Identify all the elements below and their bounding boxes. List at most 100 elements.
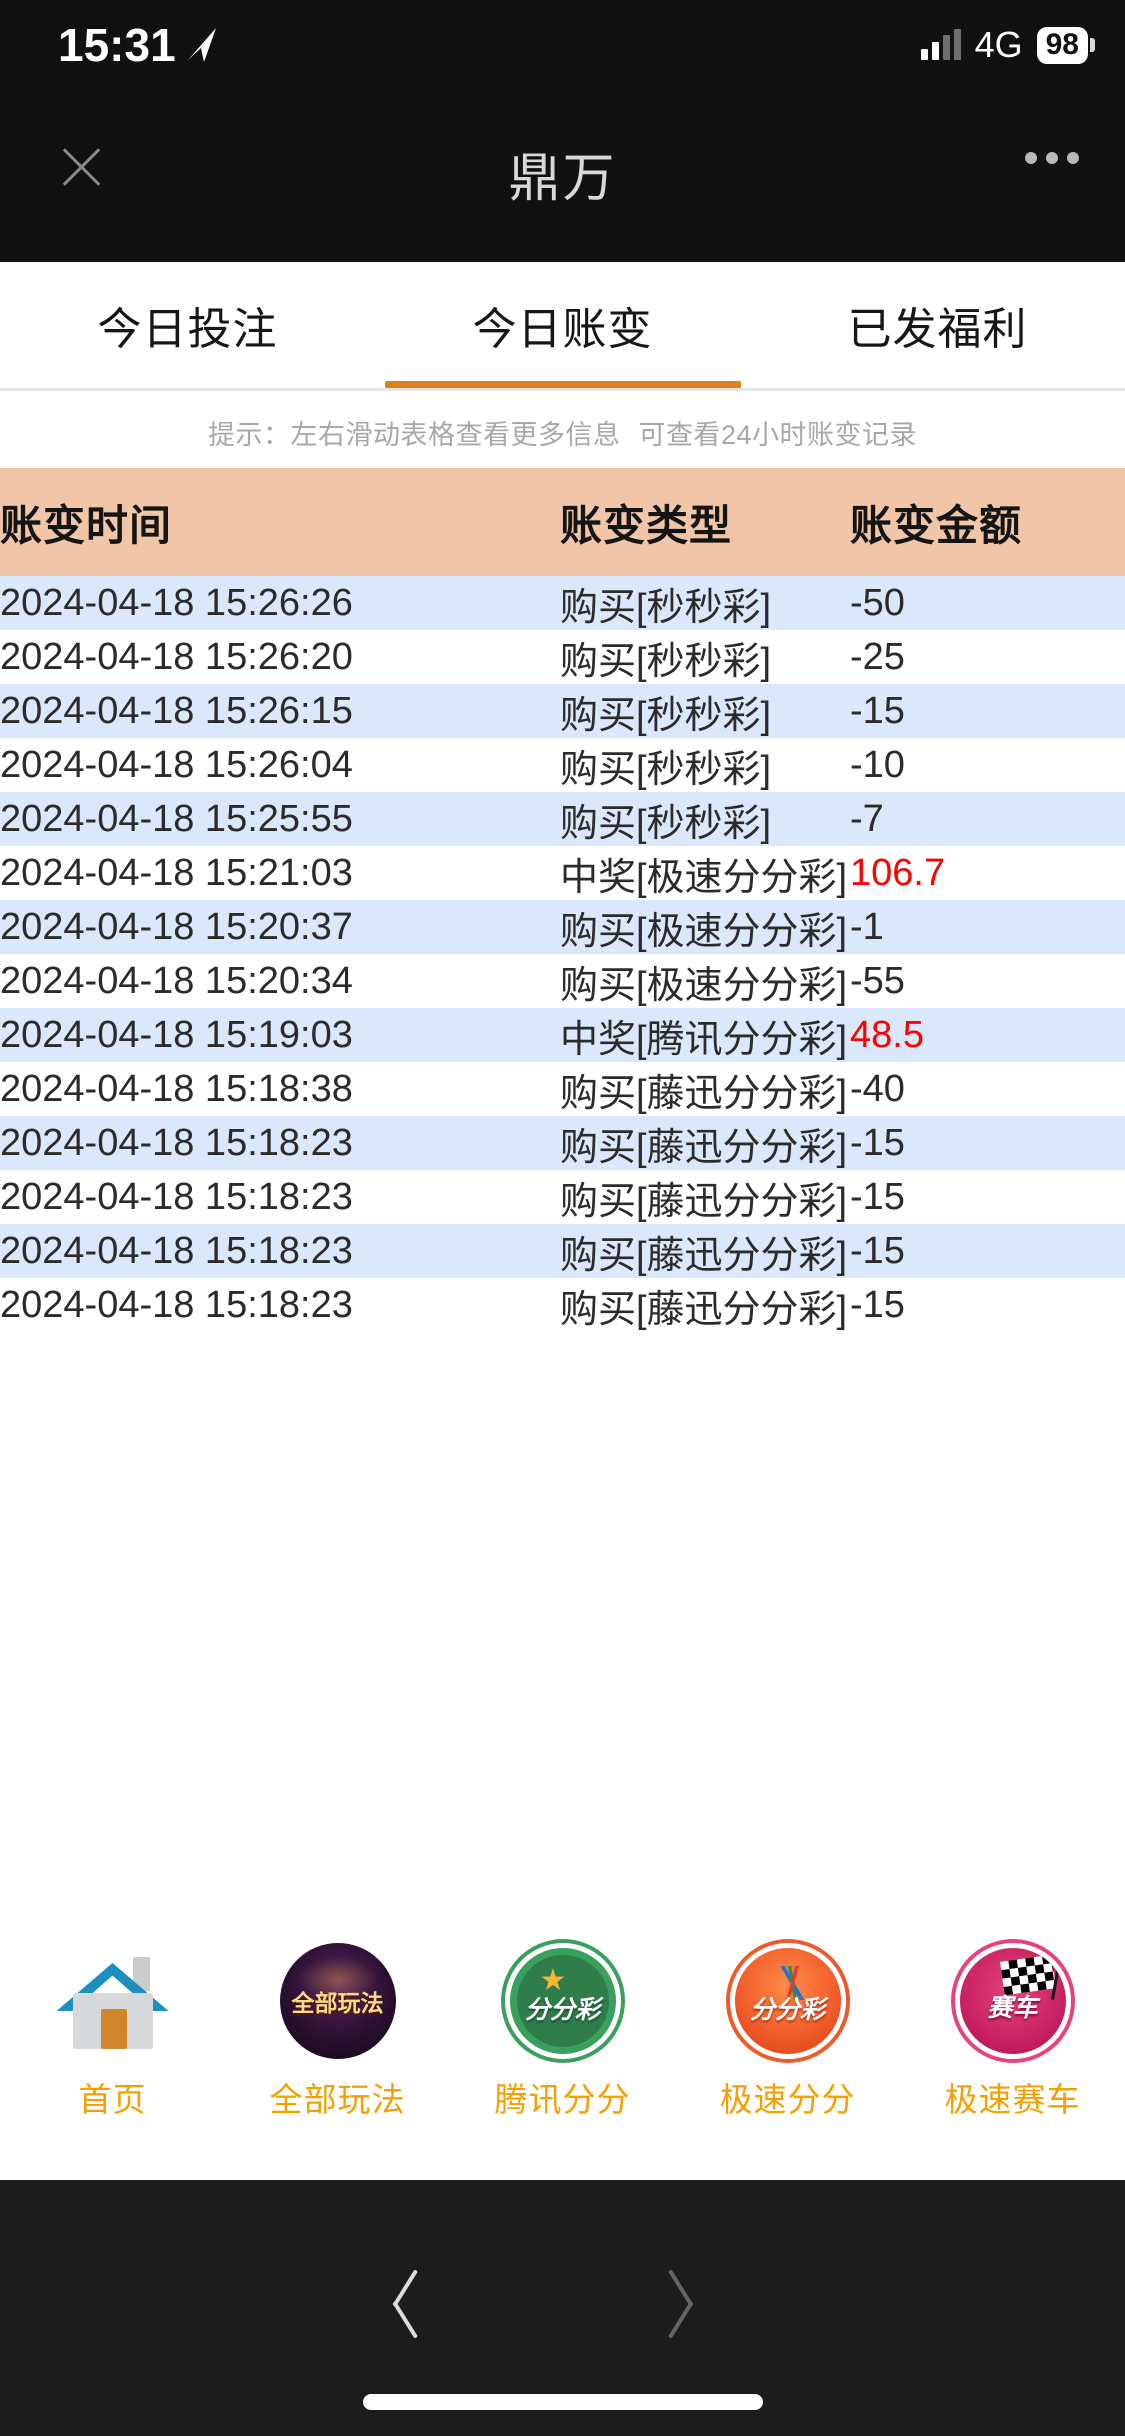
table-header-row: 账变时间 账变类型 账变金额 <box>0 468 1125 576</box>
cell-time: 2024-04-18 15:18:23 <box>0 1121 353 1164</box>
column-header-amount: 账变金额 <box>850 501 1023 549</box>
status-bar: 15:31 4G 98 <box>0 0 1125 90</box>
tab-label: 今日投注 <box>97 305 278 354</box>
table-body: 2024-04-18 15:26:26 购买[秒秒彩] -50 2024-04-18 … <box>0 576 1125 1332</box>
nav-item-home[interactable]: 首页 <box>10 1943 215 2121</box>
cell-type: 购买[极速分分彩] <box>560 910 848 953</box>
table-row[interactable]: 2024-04-18 15:21:03 中奖[极速分分彩] 106.7 <box>0 846 1125 900</box>
cell-time: 2024-04-18 15:26:04 <box>0 743 353 786</box>
battery-indicator: 98 <box>1036 26 1095 64</box>
badge-text: 分分彩 <box>749 1996 825 2024</box>
table-row[interactable]: 2024-04-18 15:26:20 购买[秒秒彩] -25 <box>0 630 1125 684</box>
page-title: 鼎万 <box>508 150 617 208</box>
cell-time: 2024-04-18 15:18:23 <box>0 1283 353 1326</box>
cell-type: 购买[藤迅分分彩] <box>560 1234 848 1277</box>
battery-tip <box>1090 38 1095 52</box>
tab-today-bets[interactable]: 今日投注 <box>0 262 375 388</box>
network-type-label: 4G <box>974 24 1023 65</box>
cell-time: 2024-04-18 15:21:03 <box>0 851 353 894</box>
cell-time: 2024-04-18 15:25:55 <box>0 797 353 840</box>
green-lottery-badge-icon: ★ 分分彩 <box>504 1943 621 2059</box>
status-right-cluster: 4G 98 <box>920 24 1095 66</box>
chevron-left-icon[interactable] <box>380 2266 424 2340</box>
cell-type: 购买[秒秒彩] <box>560 586 772 629</box>
cell-amount: -10 <box>850 743 905 786</box>
table-row[interactable]: 2024-04-18 15:18:23 购买[藤迅分分彩] -15 <box>0 1224 1125 1278</box>
all-games-badge-icon: 全部玩法 <box>279 1943 396 2059</box>
tab-bar: 今日投注 今日账变 已发福利 <box>0 262 1125 388</box>
badge-text: 全部玩法 <box>291 1990 384 2016</box>
cell-amount: -55 <box>850 959 905 1002</box>
cell-time: 2024-04-18 15:26:20 <box>0 635 353 678</box>
browser-toolbar <box>0 2180 1125 2436</box>
cell-amount: 48.5 <box>850 1013 924 1056</box>
cell-amount: -40 <box>850 1067 905 1110</box>
cell-amount: -50 <box>850 581 905 624</box>
tab-divider <box>0 388 1125 391</box>
tab-label: 今日账变 <box>472 305 653 354</box>
nav-item-speed-racing[interactable]: 赛车 极速赛车 <box>910 1943 1115 2121</box>
cell-amount: -15 <box>850 689 905 732</box>
transactions-table[interactable]: 账变时间 账变类型 账变金额 2024-04-18 15:26:26 购买[秒秒彩… <box>0 468 1125 1332</box>
badge-text: 赛车 <box>987 1994 1038 2022</box>
nav-label: 极速分分 <box>719 2081 856 2118</box>
cell-time: 2024-04-18 15:26:26 <box>0 581 353 624</box>
cell-type: 购买[藤迅分分彩] <box>560 1288 848 1331</box>
orange-lottery-badge-icon: 分分彩 <box>729 1943 846 2059</box>
signal-bars-icon <box>920 29 961 60</box>
cell-type: 购买[藤迅分分彩] <box>560 1126 848 1169</box>
hint-suffix: 可查看24小时账变记录 <box>638 419 918 450</box>
nav-label: 全部玩法 <box>269 2081 406 2118</box>
table-row[interactable]: 2024-04-18 15:18:23 购买[藤迅分分彩] -15 <box>0 1170 1125 1224</box>
cell-amount: 106.7 <box>850 851 946 894</box>
table-hint: 提示：左右滑动表格查看更多信息 可查看24小时账变记录 <box>0 402 1125 462</box>
table-row[interactable]: 2024-04-18 15:18:23 购买[藤迅分分彩] -15 <box>0 1278 1125 1332</box>
chevron-right-icon[interactable] <box>678 2266 722 2340</box>
cell-type: 购买[秒秒彩] <box>560 802 772 845</box>
cell-time: 2024-04-18 15:18:23 <box>0 1229 353 1272</box>
cell-type: 购买[秒秒彩] <box>560 640 772 683</box>
table-row[interactable]: 2024-04-18 15:25:55 购买[秒秒彩] -7 <box>0 792 1125 846</box>
cell-amount: -15 <box>850 1121 905 1164</box>
cell-time: 2024-04-18 15:18:38 <box>0 1067 353 1110</box>
cell-type: 购买[藤迅分分彩] <box>560 1072 848 1115</box>
tab-today-transactions[interactable]: 今日账变 <box>375 262 750 388</box>
battery-percent-label: 98 <box>1036 26 1088 64</box>
table-row[interactable]: 2024-04-18 15:26:04 购买[秒秒彩] -10 <box>0 738 1125 792</box>
cell-type: 中奖[极速分分彩] <box>560 856 848 899</box>
nav-item-tencent-ffc[interactable]: ★ 分分彩 腾讯分分 <box>460 1943 665 2121</box>
pink-racing-badge-icon: 赛车 <box>954 1943 1071 2059</box>
nav-item-speed-ffc[interactable]: 分分彩 极速分分 <box>685 1943 890 2121</box>
hint-prefix: 提示：左右滑动表格查看更多信息 <box>207 419 621 450</box>
table-row[interactable]: 2024-04-18 15:19:03 中奖[腾讯分分彩] 48.5 <box>0 1008 1125 1062</box>
cell-type: 购买[藤迅分分彩] <box>560 1180 848 1223</box>
table-row[interactable]: 2024-04-18 15:18:38 购买[藤迅分分彩] -40 <box>0 1062 1125 1116</box>
cell-amount: -1 <box>850 905 884 948</box>
cell-amount: -7 <box>850 797 884 840</box>
tab-label: 已发福利 <box>847 305 1028 354</box>
cell-type: 中奖[腾讯分分彩] <box>560 1018 848 1061</box>
tab-issued-benefits[interactable]: 已发福利 <box>750 262 1125 388</box>
cell-type: 购买[极速分分彩] <box>560 964 848 1007</box>
table-row[interactable]: 2024-04-18 15:20:37 购买[极速分分彩] -1 <box>0 900 1125 954</box>
table-row[interactable]: 2024-04-18 15:18:23 购买[藤迅分分彩] -15 <box>0 1116 1125 1170</box>
home-indicator[interactable] <box>362 2394 763 2410</box>
nav-label: 腾讯分分 <box>494 2081 631 2118</box>
table-row[interactable]: 2024-04-18 15:26:26 购买[秒秒彩] -50 <box>0 576 1125 630</box>
nav-item-all-games[interactable]: 全部玩法 全部玩法 <box>235 1943 440 2121</box>
home-icon <box>55 1943 171 2059</box>
tab-active-underline <box>384 381 741 388</box>
cell-time: 2024-04-18 15:26:15 <box>0 689 353 732</box>
table-row[interactable]: 2024-04-18 15:26:15 购买[秒秒彩] -15 <box>0 684 1125 738</box>
cell-time: 2024-04-18 15:20:34 <box>0 959 353 1002</box>
cell-amount: -15 <box>850 1283 905 1326</box>
nav-label: 极速赛车 <box>944 2081 1081 2118</box>
column-header-type: 账变类型 <box>560 501 733 549</box>
cell-type: 购买[秒秒彩] <box>560 748 772 791</box>
more-dots-icon[interactable] <box>1025 152 1079 164</box>
status-time: 15:31 <box>58 19 176 71</box>
cell-time: 2024-04-18 15:19:03 <box>0 1013 353 1056</box>
location-arrow-icon <box>188 28 216 62</box>
table-row[interactable]: 2024-04-18 15:20:34 购买[极速分分彩] -55 <box>0 954 1125 1008</box>
